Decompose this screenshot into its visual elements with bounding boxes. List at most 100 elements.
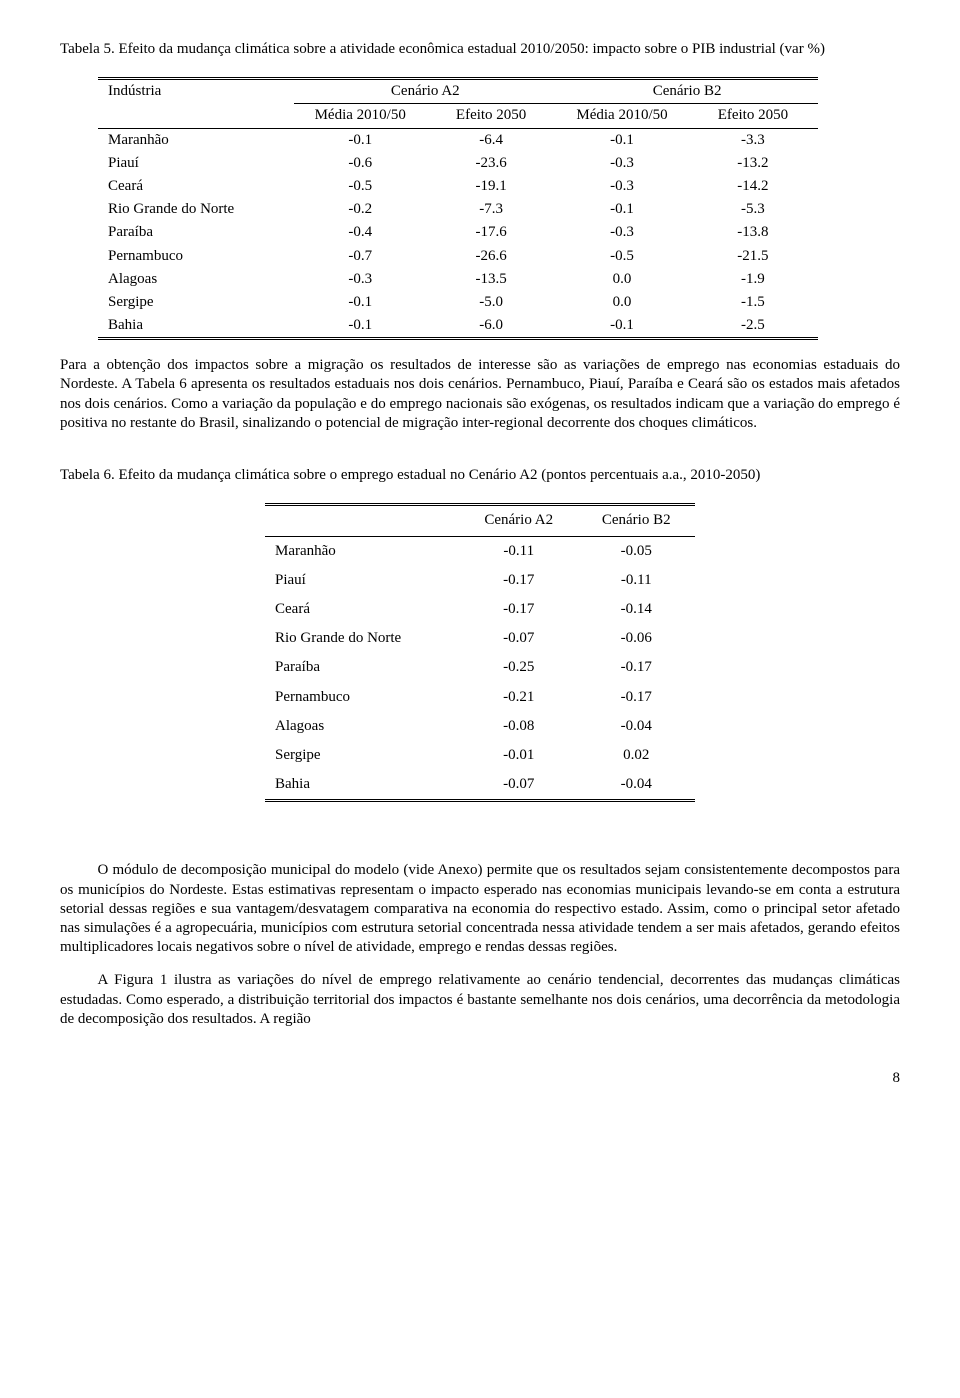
cell: -21.5: [688, 245, 818, 268]
table-row: Bahia-0.07-0.04: [265, 770, 695, 801]
cell: -0.17: [460, 566, 577, 595]
cell: -7.3: [426, 198, 556, 221]
paragraph-3: A Figura 1 ilustra as variações do nível…: [60, 971, 900, 1029]
table6-head-blank: [265, 505, 460, 536]
row-label: Sergipe: [98, 291, 294, 314]
cell: -0.11: [460, 536, 577, 566]
table-row: Rio Grande do Norte-0.2-7.3-0.1-5.3: [98, 198, 818, 221]
cell: -0.01: [460, 741, 577, 770]
paragraph-2: O módulo de decomposição municipal do mo…: [60, 861, 900, 957]
cell: -5.0: [426, 291, 556, 314]
cell: -0.17: [577, 653, 695, 682]
row-label: Maranhão: [98, 128, 294, 152]
table-row: Rio Grande do Norte-0.07-0.06: [265, 624, 695, 653]
row-label: Pernambuco: [98, 245, 294, 268]
row-label: Ceará: [265, 595, 460, 624]
page-number: 8: [60, 1069, 900, 1088]
table-row: Paraíba-0.25-0.17: [265, 653, 695, 682]
cell: -0.5: [294, 175, 426, 198]
cell: -1.9: [688, 268, 818, 291]
table-row: Maranhão-0.1-6.4-0.1-3.3: [98, 128, 818, 152]
table-row: Maranhão-0.11-0.05: [265, 536, 695, 566]
cell: -0.1: [556, 198, 688, 221]
cell: -0.14: [577, 595, 695, 624]
row-label: Rio Grande do Norte: [265, 624, 460, 653]
table-row: Alagoas-0.08-0.04: [265, 712, 695, 741]
table-row: Alagoas-0.3-13.50.0-1.9: [98, 268, 818, 291]
cell: -0.06: [577, 624, 695, 653]
cell: 0.0: [556, 268, 688, 291]
cell: -3.3: [688, 128, 818, 152]
table-row: Bahia-0.1-6.0-0.1-2.5: [98, 314, 818, 339]
cell: -0.1: [294, 291, 426, 314]
table-row: Sergipe-0.1-5.00.0-1.5: [98, 291, 818, 314]
cell: -0.5: [556, 245, 688, 268]
cell: -26.6: [426, 245, 556, 268]
table5-sub-mediaA: Média 2010/50: [294, 104, 426, 128]
table6: Cenário A2 Cenário B2 Maranhão-0.11-0.05…: [265, 503, 695, 802]
table5-sub-efeitoA: Efeito 2050: [426, 104, 556, 128]
cell: -13.5: [426, 268, 556, 291]
table5-head-scenA: Cenário A2: [294, 79, 556, 104]
cell: -14.2: [688, 175, 818, 198]
cell: -0.3: [294, 268, 426, 291]
table6-caption: Tabela 6. Efeito da mudança climática so…: [60, 466, 900, 485]
cell: -17.6: [426, 221, 556, 244]
table5-caption: Tabela 5. Efeito da mudança climática so…: [60, 40, 900, 59]
table-row: Pernambuco-0.7-26.6-0.5-21.5: [98, 245, 818, 268]
cell: -23.6: [426, 152, 556, 175]
row-label: Paraíba: [265, 653, 460, 682]
cell: 0.02: [577, 741, 695, 770]
row-label: Piauí: [98, 152, 294, 175]
cell: -0.6: [294, 152, 426, 175]
cell: -0.3: [556, 221, 688, 244]
cell: -0.1: [294, 128, 426, 152]
paragraph-1: Para a obtenção dos impactos sobre a mig…: [60, 356, 900, 433]
cell: -6.4: [426, 128, 556, 152]
cell: -0.1: [294, 314, 426, 339]
cell: -0.04: [577, 712, 695, 741]
row-label: Ceará: [98, 175, 294, 198]
cell: -0.2: [294, 198, 426, 221]
cell: -5.3: [688, 198, 818, 221]
cell: -0.04: [577, 770, 695, 801]
table5-head-scenB: Cenário B2: [556, 79, 818, 104]
table5-sub-efeitoB: Efeito 2050: [688, 104, 818, 128]
cell: -0.05: [577, 536, 695, 566]
cell: -6.0: [426, 314, 556, 339]
table5-sub-mediaB: Média 2010/50: [556, 104, 688, 128]
table-row: Ceará-0.17-0.14: [265, 595, 695, 624]
table5-head-main: Indústria: [98, 79, 294, 128]
cell: -0.07: [460, 770, 577, 801]
row-label: Pernambuco: [265, 683, 460, 712]
row-label: Paraíba: [98, 221, 294, 244]
row-label: Sergipe: [265, 741, 460, 770]
row-label: Alagoas: [265, 712, 460, 741]
cell: -0.7: [294, 245, 426, 268]
table-row: Sergipe-0.010.02: [265, 741, 695, 770]
cell: 0.0: [556, 291, 688, 314]
table5: Indústria Cenário A2 Cenário B2 Média 20…: [98, 77, 818, 340]
cell: -0.07: [460, 624, 577, 653]
cell: -1.5: [688, 291, 818, 314]
cell: -0.1: [556, 314, 688, 339]
cell: -0.17: [577, 683, 695, 712]
table-row: Pernambuco-0.21-0.17: [265, 683, 695, 712]
row-label: Alagoas: [98, 268, 294, 291]
row-label: Bahia: [265, 770, 460, 801]
row-label: Bahia: [98, 314, 294, 339]
cell: -13.8: [688, 221, 818, 244]
table-row: Piauí-0.17-0.11: [265, 566, 695, 595]
cell: -0.25: [460, 653, 577, 682]
table-row: Piauí-0.6-23.6-0.3-13.2: [98, 152, 818, 175]
row-label: Piauí: [265, 566, 460, 595]
cell: -0.11: [577, 566, 695, 595]
cell: -0.1: [556, 128, 688, 152]
cell: -0.08: [460, 712, 577, 741]
cell: -19.1: [426, 175, 556, 198]
table6-head-scenB: Cenário B2: [577, 505, 695, 536]
table-row: Paraíba-0.4-17.6-0.3-13.8: [98, 221, 818, 244]
table6-head-scenA: Cenário A2: [460, 505, 577, 536]
cell: -0.21: [460, 683, 577, 712]
cell: -2.5: [688, 314, 818, 339]
